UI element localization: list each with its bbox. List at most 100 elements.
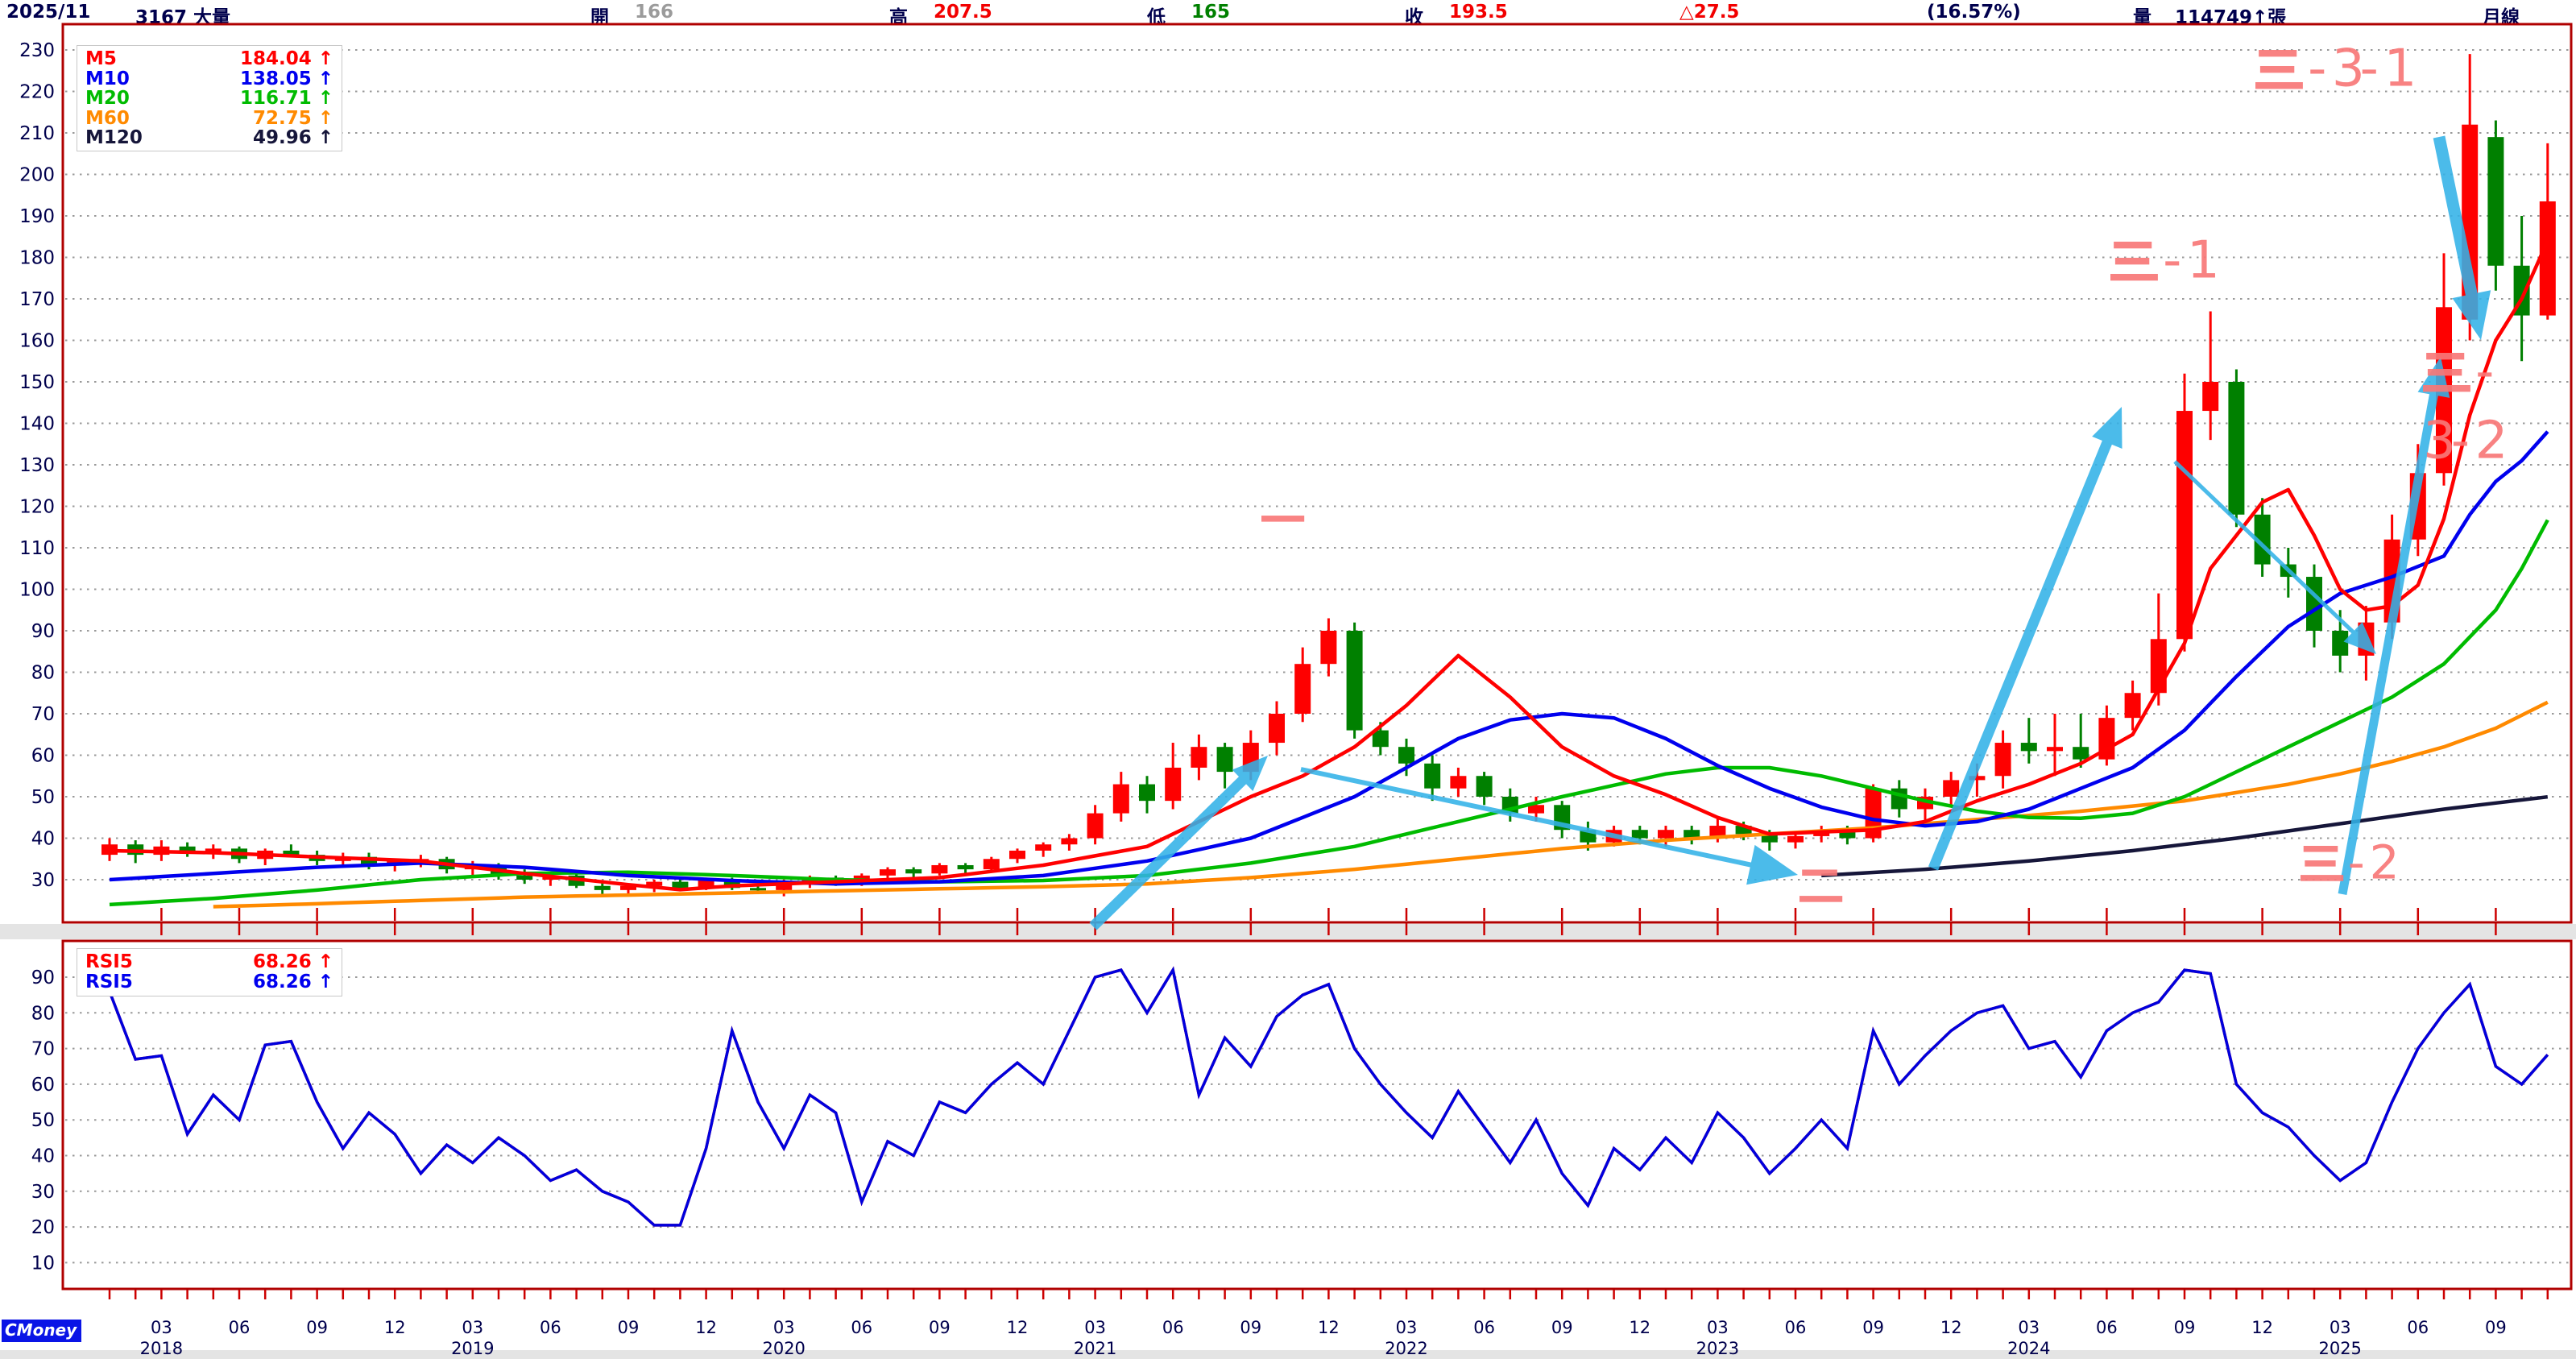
candle-body (361, 856, 377, 865)
candle-body (2332, 631, 2349, 656)
candle-body (1709, 826, 1726, 839)
candle-body (2098, 718, 2115, 760)
candle-body (2176, 411, 2193, 640)
candle-body (1320, 631, 1337, 665)
svg-text:2025: 2025 (2318, 1339, 2361, 1358)
candle-body (1684, 830, 1700, 839)
open-value: 166 (635, 2, 674, 23)
candle-body (1528, 805, 1544, 814)
quote-header: 2025/11 3167 大量 開 166 高 207.5 低 165 收 19… (0, 0, 2576, 28)
ma-legend-item-m20: M20 116.71 ↑ (85, 89, 333, 109)
arrow-shaft (1089, 765, 1258, 930)
svg-text:2023: 2023 (1696, 1339, 1739, 1358)
svg-text:09: 09 (1551, 1318, 1573, 1337)
svg-text:70: 70 (31, 1039, 55, 1060)
svg-text:12: 12 (2251, 1318, 2273, 1337)
candle-body (880, 869, 896, 876)
svg-text:2: 2 (2475, 411, 2508, 471)
svg-text:80: 80 (31, 1003, 55, 1024)
candle-body (1087, 813, 1104, 839)
arrow-shaft (2338, 376, 2441, 895)
candle-body (1372, 730, 1389, 748)
panel-separator (0, 924, 2576, 939)
ma-legend-value: 49.96 ↑ (252, 127, 333, 149)
annotation-一 (1261, 516, 1305, 522)
svg-text:12: 12 (1007, 1318, 1029, 1337)
rsi-lines (108, 966, 2549, 1227)
svg-text:03: 03 (2330, 1318, 2351, 1337)
svg-text:10: 10 (31, 1253, 55, 1274)
annotation-三-3-1: -3- 1 (2255, 39, 2417, 99)
candle-body (1165, 767, 1182, 802)
candle-body (2020, 743, 2037, 752)
cmoney-logo: CMoney (2, 1320, 82, 1342)
ma-legend-item-m60: M60 72.75 ↑ (85, 109, 333, 129)
candle-body (723, 880, 740, 889)
main-panel (61, 23, 2573, 924)
arrow-head-icon (1232, 756, 1268, 791)
svg-text:50: 50 (31, 787, 55, 808)
arrow-head-icon (1746, 844, 1798, 885)
svg-text:09: 09 (2174, 1318, 2196, 1337)
ma-legend-value: 116.71 ↑ (239, 88, 333, 110)
rsi-legend-label: RSI5 (85, 971, 133, 992)
rsi-legend-value: 68.26 ↑ (252, 971, 333, 992)
candle-body (1994, 743, 2011, 777)
candle-body (1761, 834, 1778, 843)
svg-text:06: 06 (1162, 1318, 1184, 1337)
svg-text:03: 03 (1707, 1318, 1729, 1337)
svg-text:220: 220 (19, 82, 55, 103)
bottom-strip (0, 1350, 2576, 1359)
svg-text:210: 210 (19, 123, 55, 144)
candle-body (205, 848, 222, 853)
candle-body (2073, 747, 2089, 760)
moving-average-lines (109, 239, 2549, 909)
ma-legend-value: 72.75 ↑ (252, 107, 333, 129)
candle-body (1969, 776, 1986, 781)
candle-body (1943, 780, 1960, 797)
svg-text:06: 06 (2407, 1318, 2429, 1337)
svg-text:03: 03 (773, 1318, 795, 1337)
candle-body (905, 869, 922, 874)
candle-body (1424, 763, 1441, 789)
arrow-head-icon (2092, 407, 2123, 450)
candle-body (957, 864, 974, 870)
svg-text:2022: 2022 (1385, 1339, 1427, 1358)
candle-body (1631, 830, 1648, 839)
svg-text:2020: 2020 (762, 1339, 805, 1358)
svg-text:12: 12 (1318, 1318, 1340, 1337)
candle-body (1294, 664, 1311, 714)
close-value: 193.5 (1449, 2, 1508, 23)
svg-text:09: 09 (618, 1318, 640, 1337)
candle-body (620, 885, 636, 890)
arrow-head-icon (2452, 290, 2491, 340)
candle-body (2047, 747, 2063, 752)
candle-body (2487, 137, 2504, 266)
candle-body (1735, 826, 1752, 835)
high-value: 207.5 (934, 2, 992, 23)
candle-body (2202, 382, 2219, 412)
svg-text:2: 2 (2370, 835, 2400, 889)
svg-text:150: 150 (19, 372, 55, 393)
svg-text:40: 40 (31, 1146, 55, 1167)
svg-text:03: 03 (462, 1318, 483, 1337)
candle-body (776, 881, 793, 890)
candle-body (2124, 693, 2141, 719)
candle-body (698, 880, 714, 889)
ma-legend-item-m5: M5 184.04 ↑ (85, 49, 333, 69)
svg-text:09: 09 (1240, 1318, 1261, 1337)
candle-body (672, 881, 689, 889)
svg-text:03: 03 (2018, 1318, 2040, 1337)
candle-body (1346, 631, 1363, 731)
svg-text:170: 170 (19, 289, 55, 310)
ma-legend-value: 138.05 ↑ (239, 68, 333, 89)
svg-text:200: 200 (19, 165, 55, 186)
candle-body (1112, 784, 1129, 814)
svg-text:230: 230 (19, 40, 55, 61)
ma-legend-item-m10: M10 138.05 ↑ (85, 68, 333, 89)
annotation-3-2: 3- 2 (2423, 411, 2508, 471)
candle-body (2306, 577, 2322, 631)
svg-text:80: 80 (31, 663, 55, 684)
